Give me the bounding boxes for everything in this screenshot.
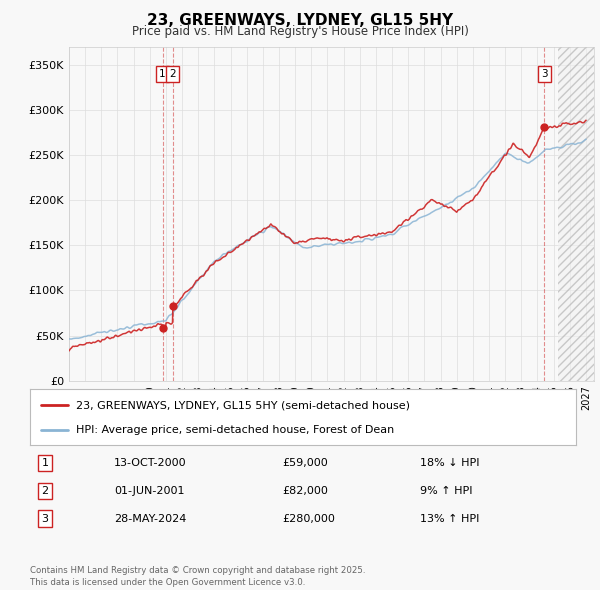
Text: 2: 2: [41, 486, 49, 496]
Text: 1: 1: [159, 69, 166, 79]
Text: 1: 1: [41, 458, 49, 468]
Text: HPI: Average price, semi-detached house, Forest of Dean: HPI: Average price, semi-detached house,…: [76, 425, 395, 435]
Text: 2: 2: [169, 69, 176, 79]
Text: 23, GREENWAYS, LYDNEY, GL15 5HY (semi-detached house): 23, GREENWAYS, LYDNEY, GL15 5HY (semi-de…: [76, 400, 410, 410]
Text: 18% ↓ HPI: 18% ↓ HPI: [420, 458, 479, 468]
Text: Price paid vs. HM Land Registry's House Price Index (HPI): Price paid vs. HM Land Registry's House …: [131, 25, 469, 38]
Text: £82,000: £82,000: [282, 486, 328, 496]
Text: 01-JUN-2001: 01-JUN-2001: [114, 486, 185, 496]
Text: 13% ↑ HPI: 13% ↑ HPI: [420, 514, 479, 523]
Text: 3: 3: [41, 514, 49, 523]
Text: Contains HM Land Registry data © Crown copyright and database right 2025.
This d: Contains HM Land Registry data © Crown c…: [30, 566, 365, 587]
Bar: [557, 20, 594, 381]
Text: £280,000: £280,000: [282, 514, 335, 523]
Text: 3: 3: [541, 69, 547, 79]
Text: 28-MAY-2024: 28-MAY-2024: [114, 514, 187, 523]
Text: 23, GREENWAYS, LYDNEY, GL15 5HY: 23, GREENWAYS, LYDNEY, GL15 5HY: [147, 13, 453, 28]
Text: £59,000: £59,000: [282, 458, 328, 468]
Text: 13-OCT-2000: 13-OCT-2000: [114, 458, 187, 468]
Text: 9% ↑ HPI: 9% ↑ HPI: [420, 486, 473, 496]
